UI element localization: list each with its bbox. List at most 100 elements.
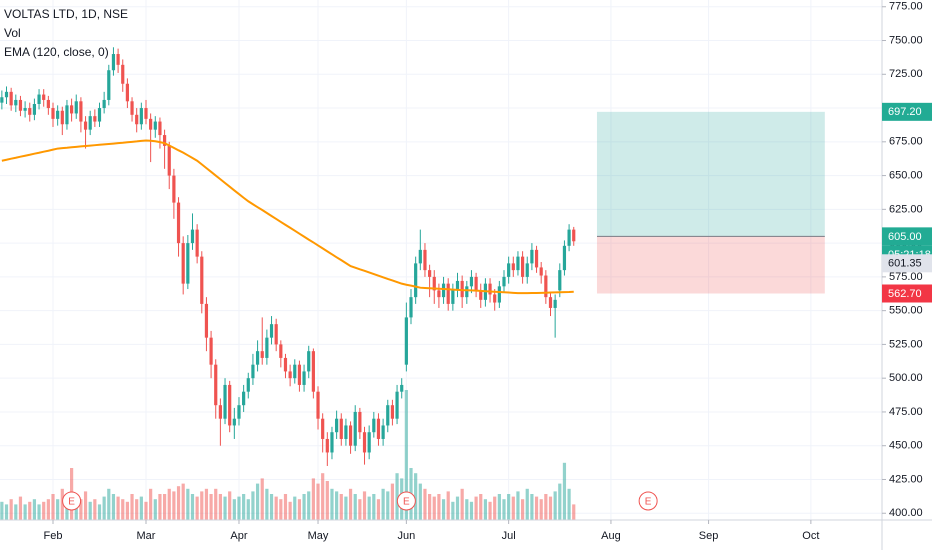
candle-body	[265, 337, 269, 358]
volume-bar	[465, 499, 469, 520]
volume-bar	[228, 491, 232, 520]
volume-bar	[502, 499, 506, 520]
candle-body	[400, 384, 404, 392]
candle-body	[302, 371, 306, 385]
price-label: 605.00	[888, 231, 922, 243]
candle-body	[530, 249, 534, 264]
x-tick-label: Feb	[44, 530, 63, 542]
volume-bar	[4, 504, 9, 520]
volume-bar	[488, 501, 492, 520]
candle-body	[23, 108, 27, 111]
volume-bar	[451, 501, 455, 520]
volume-bar	[316, 483, 320, 520]
price-label-box	[882, 102, 932, 121]
volume-bar	[307, 491, 311, 520]
earnings-label: E	[403, 497, 410, 508]
candle-body	[237, 405, 241, 419]
volume-bar	[176, 486, 181, 520]
volume-bar	[283, 494, 288, 520]
volume-bar	[56, 499, 60, 520]
candle-body	[242, 391, 246, 406]
candle-body	[404, 317, 408, 365]
volume-bar	[390, 483, 395, 520]
volume-bar	[42, 501, 46, 520]
candle-body	[441, 283, 446, 298]
candle-body	[474, 276, 478, 291]
volume-bar	[395, 473, 399, 520]
candle-body	[353, 411, 357, 446]
volume-bar	[242, 494, 246, 520]
y-tick-label: 675.00	[889, 136, 923, 148]
candle-body	[176, 202, 181, 244]
candle-body	[255, 351, 260, 365]
candle-body	[158, 121, 162, 136]
volume-bar	[339, 494, 343, 520]
volume-bar	[9, 499, 13, 520]
volume-bar	[200, 491, 204, 520]
volume-bar	[335, 491, 339, 520]
candle-body	[325, 438, 329, 453]
volume-bar	[107, 488, 111, 520]
volume-bar	[121, 499, 125, 520]
candle-body	[153, 121, 157, 130]
volume-bar	[265, 488, 269, 520]
volume-bar	[158, 494, 162, 520]
candle-body	[362, 432, 367, 453]
volume-bar	[190, 494, 195, 520]
volume-bar	[223, 496, 227, 520]
volume-bar	[162, 494, 167, 520]
y-tick-label: 725.00	[889, 68, 923, 80]
volume-bar	[381, 488, 385, 520]
candle-body	[562, 245, 567, 271]
candle-body	[107, 70, 111, 100]
volume-bar	[558, 483, 562, 520]
candle-body	[465, 286, 469, 298]
candle-body	[172, 175, 176, 203]
candle-body	[251, 364, 255, 379]
volume-bar	[460, 488, 464, 520]
candle-body	[558, 270, 562, 291]
candle-body	[269, 324, 274, 338]
volume-bar	[544, 494, 548, 520]
x-tick-label: Aug	[601, 530, 621, 542]
volume-bar	[469, 501, 474, 520]
candle-body	[65, 105, 69, 125]
ema-legend: EMA (120, close, 0)	[4, 45, 109, 59]
price-label: 562.70	[888, 288, 922, 300]
candle-body	[32, 104, 37, 115]
candle-body	[274, 324, 278, 345]
volume-bar	[46, 499, 50, 520]
candle-body	[223, 384, 227, 419]
candle-body	[125, 83, 129, 102]
candle-body	[451, 290, 455, 304]
volume-bar	[479, 494, 483, 520]
candle-body	[293, 364, 297, 379]
candle-body	[344, 425, 348, 439]
candle-body	[335, 418, 339, 433]
volume-bar	[116, 496, 120, 520]
candle-body	[544, 275, 548, 298]
axes: 400.00 425.00 450.00 475.00 500.00 525.00 550.…	[44, 1, 932, 542]
earnings-marker	[62, 491, 82, 511]
volume-bar	[325, 481, 329, 520]
candle-body	[162, 135, 167, 146]
volume-bar	[102, 496, 106, 520]
candle-body	[181, 243, 185, 284]
candle-body	[51, 108, 55, 119]
volume-bar	[446, 491, 450, 520]
candle-body	[502, 276, 506, 287]
y-tick-label: 500.00	[889, 372, 923, 384]
volume-bar	[562, 462, 567, 520]
candle-body	[507, 263, 511, 277]
candle-body	[339, 418, 343, 439]
candle-body	[414, 263, 418, 298]
volume-bar	[181, 483, 185, 520]
y-tick-label: 650.00	[889, 169, 923, 181]
volume-bar	[474, 496, 478, 520]
y-tick-label: 425.00	[889, 473, 923, 485]
volume-bar	[348, 488, 353, 520]
candle-body	[437, 290, 441, 298]
candle-body	[567, 229, 571, 246]
volume-bar	[311, 478, 315, 520]
